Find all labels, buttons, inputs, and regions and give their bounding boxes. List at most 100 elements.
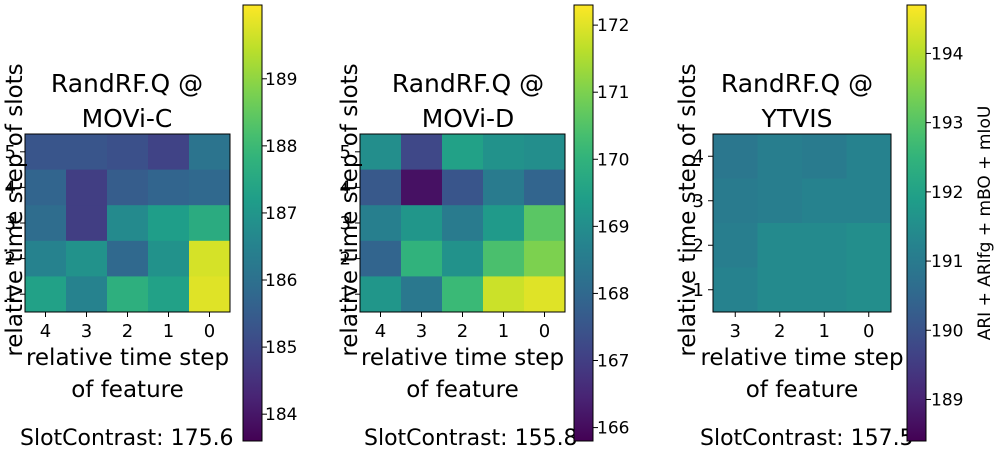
heatmap-cell [802,178,847,224]
heatmap-cell [66,169,108,206]
heatmap-panel-1: 4 3 2 1 0 5 4 3 2 1 RandRF.Q @ MOVi-C relative time … [2,4,297,451]
heatmap-cell [66,276,108,313]
heatmap-cell [66,240,108,277]
y-tick-label: 1 [5,284,16,305]
x-axis-label: relative time step [700,345,903,371]
heatmap-cell [442,276,484,313]
colorbar-tick-label: 187 [265,204,297,224]
y-axis-label: relative time step of slots [337,63,363,356]
colorbar-tick-label: 192 [931,183,963,203]
colorbar-tick-label: 189 [265,70,297,90]
heatmap-cell [802,134,847,179]
colorbar-tick-label: 167 [597,352,629,372]
heatmap-cell [483,240,525,277]
chart-title: RandRF.Q @ [721,69,873,98]
heatmap-panel-3: 3 2 1 0 4 3 2 1 RandRF.Q @ YTVIS relative time ste… [675,4,995,451]
heatmap-cell [401,169,443,206]
x-tick-label: 1 [498,321,509,342]
x-tick-label: 2 [457,321,468,342]
y-tick-label: 4 [5,177,16,198]
heatmap-cell [401,240,443,277]
colorbar [573,4,594,442]
heatmap-cell [66,205,108,242]
colorbar-tick-label: 194 [931,44,963,64]
heatmap-cell [148,276,190,313]
colorbar-tick-label: 188 [265,137,297,157]
colorbar-label: ARI + ARIfg + mBO + mIoU [975,106,995,341]
heatmap-cell [360,205,402,242]
colorbar-tick-label: 190 [931,321,963,341]
x-tick-label: 2 [122,321,133,342]
x-axis-label: of feature [71,377,184,403]
heatmap-cell [401,276,443,313]
colorbar-tick-label: 184 [265,405,297,425]
x-tick-label: 3 [416,321,427,342]
heatmap-cell [442,205,484,242]
heatmap-cell [25,276,67,313]
heatmap-cell [189,205,231,242]
chart-title: YTVIS [761,104,833,133]
y-tick-label: 3 [5,213,16,234]
heatmap-cell [483,169,525,206]
slotcontrast-baseline: SlotContrast: 175.6 [20,426,234,451]
colorbar-tick-label: 169 [597,217,629,237]
heatmap-cell [189,134,231,171]
y-tick-label: 1 [693,280,704,301]
y-tick-label: 4 [693,146,704,167]
heatmap-cell [360,276,402,313]
heatmap-cell [107,134,149,171]
colorbar [242,4,263,442]
heatmap-cell [524,240,566,277]
heatmap-cell [713,178,758,224]
x-tick-label: 2 [774,321,785,342]
heatmap-cell [189,276,231,313]
heatmap-frame [712,133,892,313]
y-tick-label: 2 [340,249,351,270]
heatmap-cell [524,205,566,242]
heatmap-cell [189,240,231,277]
heatmap-panel-2: 4 3 2 1 0 5 4 3 2 1 RandRF.Q @ MOVi-D relative time … [337,4,629,451]
y-tick-label: 2 [5,249,16,270]
heatmap-cell [148,240,190,277]
slotcontrast-baseline: SlotContrast: 155.8 [364,426,578,451]
heatmap-cell [846,267,892,313]
heatmap-cell [442,240,484,277]
heatmap-cell [846,178,892,224]
heatmap-cell [148,169,190,206]
x-tick-label: 3 [81,321,92,342]
heatmap-cell [107,276,149,313]
heatmap-cell [360,240,402,277]
heatmap-cell [442,169,484,206]
heatmap-cell [25,169,67,206]
heatmap-cell [401,205,443,242]
y-tick-label: 5 [340,142,351,163]
heatmap-cell [25,240,67,277]
heatmap-cell [524,169,566,206]
heatmap-cell [189,169,231,206]
heatmap-cell [107,205,149,242]
chart-title: RandRF.Q @ [392,69,544,98]
x-tick-label: 1 [819,321,830,342]
colorbar-tick-label: 191 [931,252,963,272]
colorbar [906,4,927,442]
heatmap-cell [25,205,67,242]
heatmap-cell [802,223,847,268]
colorbar-tick-label: 186 [265,271,297,291]
heatmap-cell [25,134,67,171]
y-axis-label: relative time step of slots [2,63,28,356]
heatmap-cell [148,134,190,171]
heatmap-cell [107,240,149,277]
x-tick-label: 0 [539,321,550,342]
heatmap-cell [757,178,803,224]
heatmap-cell [757,223,803,268]
heatmap-cell [757,134,803,179]
y-axis-label: relative time step of slots [675,63,701,356]
colorbar-tick-label: 185 [265,338,297,358]
heatmap-cell [802,267,847,313]
colorbar-tick-label: 168 [597,284,629,304]
heatmap-cell [713,223,758,268]
heatmap-cell [713,267,758,313]
colorbar-tick-label: 170 [597,150,629,170]
x-axis-label: relative time step [26,345,229,371]
slotcontrast-baseline: SlotContrast: 157.5 [700,426,914,451]
